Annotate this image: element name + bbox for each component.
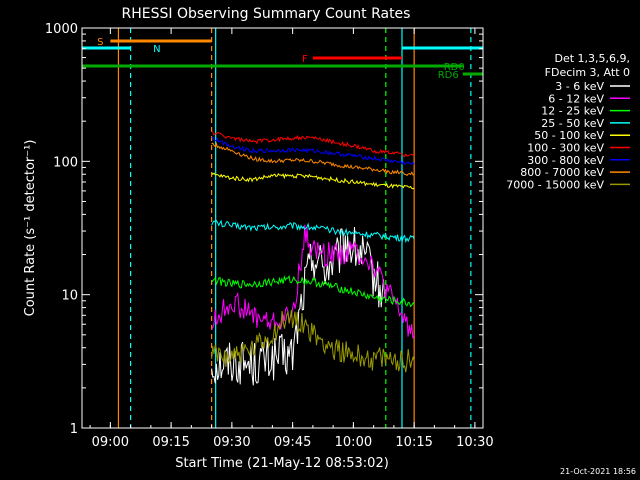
series-line-25-50keV bbox=[211, 219, 415, 244]
x-tick-label-10:00: 10:00 bbox=[335, 435, 372, 450]
series-line-6-12keV bbox=[211, 224, 415, 339]
vertical-markers bbox=[117, 28, 472, 428]
legend-header-line2: FDecim 3, Att 0 bbox=[545, 66, 630, 79]
series-line-300-800keV bbox=[211, 136, 415, 166]
x-tick-label-09:45: 09:45 bbox=[274, 435, 311, 450]
x-tick-label-10:30: 10:30 bbox=[456, 435, 493, 450]
chart-title: RHESSI Observing Summary Count Rates bbox=[122, 6, 411, 22]
x-tick-label-09:00: 09:00 bbox=[92, 435, 129, 450]
plot-frame bbox=[81, 27, 484, 429]
series-line-800-7000keV bbox=[211, 142, 415, 177]
y-tick-label-100: 100 bbox=[53, 155, 78, 170]
legend-label-7: 800 - 7000 keV bbox=[520, 166, 604, 179]
legend-label-1: 6 - 12 keV bbox=[548, 92, 604, 105]
y-tick-label-1: 1 bbox=[70, 422, 78, 437]
flag-label-rd6: RD6 bbox=[438, 70, 459, 81]
series-line-7000-15000keV bbox=[211, 309, 415, 373]
x-tick-label-09:30: 09:30 bbox=[213, 435, 250, 450]
legend-label-2: 12 - 25 keV bbox=[541, 105, 604, 118]
x-tick-label-09:15: 09:15 bbox=[152, 435, 189, 450]
x-tick-label-10:15: 10:15 bbox=[395, 435, 432, 450]
legend-label-4: 50 - 100 keV bbox=[534, 129, 604, 142]
series-line-100-300keV bbox=[211, 130, 415, 157]
legend-header-line1: Det 1,3,5,6,9, bbox=[554, 52, 630, 65]
axes: 09:00 09:15 09:30 09:45 10:00 10:15 10:30 1 10 10… bbox=[45, 22, 494, 450]
flag-label-rd0: RD0 bbox=[444, 62, 465, 73]
flag-label-f: F bbox=[302, 54, 308, 65]
footer-date: 21-Oct-2021 18:56 bbox=[560, 467, 636, 476]
y-tick-label-1000: 1000 bbox=[45, 22, 78, 37]
series-line-50-100keV bbox=[211, 172, 415, 190]
legend-label-0: 3 - 6 keV bbox=[555, 80, 604, 93]
flag-label-s: S bbox=[97, 37, 103, 48]
legend-label-5: 100 - 300 keV bbox=[527, 142, 604, 155]
series-layer bbox=[211, 130, 415, 386]
y-axis-label: Count Rate (s⁻¹ detector⁻¹) bbox=[23, 140, 38, 317]
y-tick-label-10: 10 bbox=[61, 289, 78, 304]
legend-label-3: 25 - 50 keV bbox=[541, 117, 604, 130]
flag-label-n: N bbox=[153, 44, 160, 55]
legend: Det 1,3,5,6,9, FDecim 3, Att 0 3 - 6 keV… bbox=[506, 52, 630, 191]
legend-label-8: 7000 - 15000 keV bbox=[506, 178, 604, 191]
series-line-12-25keV bbox=[211, 274, 415, 308]
legend-label-6: 300 - 800 keV bbox=[527, 154, 604, 167]
x-axis-label: Start Time (21-May-12 08:53:02) bbox=[175, 456, 389, 471]
